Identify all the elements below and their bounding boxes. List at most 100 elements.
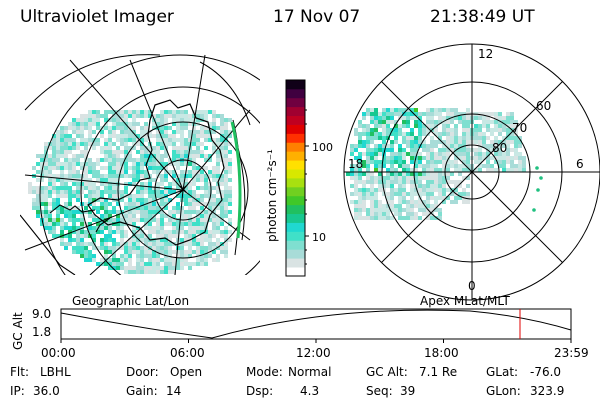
apex-pixel [422, 148, 426, 152]
geo-pixel [144, 246, 148, 250]
geo-pixel [136, 262, 140, 266]
mlt-label-18: 18 [348, 157, 363, 171]
apex-pixel [450, 144, 454, 148]
geo-pixel [92, 182, 96, 186]
apex-pixel [406, 108, 410, 112]
apex-pixel [502, 152, 506, 156]
geo-pixel [96, 162, 100, 166]
geo-pixel [48, 230, 52, 234]
geo-pixel [188, 242, 192, 246]
geo-pixel [152, 206, 156, 210]
apex-pixel [466, 200, 470, 204]
geo-pixel [172, 154, 176, 158]
apex-pixel [362, 160, 366, 164]
apex-pixel [382, 192, 386, 196]
geo-pixel [76, 162, 80, 166]
geo-pixel [196, 154, 200, 158]
geo-pixel [44, 158, 48, 162]
apex-pixel [518, 152, 522, 156]
colorbar-tick-10: 10 [312, 231, 326, 244]
geo-pixel [180, 222, 184, 226]
geo-pixel [92, 218, 96, 222]
geo-pixel [224, 246, 228, 250]
geo-pixel [68, 186, 72, 190]
apex-pixel [466, 148, 470, 152]
geo-pixel [168, 218, 172, 222]
geo-pixel [80, 214, 84, 218]
geo-pixel [124, 218, 128, 222]
geo-pixel [192, 174, 196, 178]
geo-pixel [40, 198, 44, 202]
geo-pixel [108, 154, 112, 158]
geo-pixel [56, 234, 60, 238]
geo-pixel [180, 182, 184, 186]
geo-pixel [160, 130, 164, 134]
apex-pixel [434, 108, 438, 112]
apex-pixel [414, 148, 418, 152]
apex-pixel [430, 112, 434, 116]
colorbar-segment [286, 133, 305, 143]
geo-pixel [136, 242, 140, 246]
geo-pixel [152, 254, 156, 258]
geo-pixel [152, 166, 156, 170]
geo-pixel [132, 126, 136, 130]
apex-pixel [402, 148, 406, 152]
geo-pixel [180, 178, 184, 182]
apex-pixel [494, 120, 498, 124]
geo-pixel [196, 246, 200, 250]
geo-pixel [120, 194, 124, 198]
geo-pixel [140, 214, 144, 218]
geo-pixel [176, 254, 180, 258]
geo-pixel [160, 222, 164, 226]
geo-pixel [48, 190, 52, 194]
param-filter-key: Flt: [10, 365, 29, 379]
apex-pixel [506, 128, 510, 132]
apex-pixel [522, 168, 526, 172]
geo-pixel [204, 202, 208, 206]
geo-pixel [156, 206, 160, 210]
apex-pixel [358, 156, 362, 160]
geo-pixel [188, 214, 192, 218]
apex-pixel [390, 204, 394, 208]
geo-pixel [212, 110, 216, 114]
geo-pixel [168, 134, 172, 138]
apex-pixel [438, 184, 442, 188]
apex-pixel [354, 188, 358, 192]
geo-pixel [92, 118, 96, 122]
apex-pixel [474, 132, 478, 136]
geo-pixel [200, 230, 204, 234]
geo-pixel [100, 190, 104, 194]
geo-pixel [224, 238, 228, 242]
apex-pixel [382, 128, 386, 132]
geo-pixel [84, 114, 88, 118]
geo-pixel [140, 110, 144, 114]
geo-pixel [136, 218, 140, 222]
time-tick-0000: 00:00 [41, 346, 76, 360]
geo-pixel [108, 130, 112, 134]
apex-pixel [438, 108, 442, 112]
geo-pixel [108, 246, 112, 250]
geo-pixel [196, 138, 200, 142]
geo-pixel [68, 190, 72, 194]
geo-pixel [192, 178, 196, 182]
geo-pixel [188, 122, 192, 126]
apex-pixel [486, 124, 490, 128]
geo-pixel [108, 218, 112, 222]
geo-pixel [112, 186, 116, 190]
geo-pixel [144, 226, 148, 230]
geo-pixel [216, 190, 220, 194]
geo-pixel [72, 250, 76, 254]
apex-pixel [450, 192, 454, 196]
geo-pixel [180, 254, 184, 258]
geo-pixel [140, 234, 144, 238]
geo-pixel [132, 210, 136, 214]
geo-pixel [68, 226, 72, 230]
apex-pixel [366, 164, 370, 168]
geo-pixel [204, 186, 208, 190]
geo-pixel [208, 110, 212, 114]
geo-pixel [108, 194, 112, 198]
geo-pixel [148, 226, 152, 230]
apex-pixel [374, 156, 378, 160]
apex-pixel [454, 140, 458, 144]
geo-pixel [48, 178, 52, 182]
